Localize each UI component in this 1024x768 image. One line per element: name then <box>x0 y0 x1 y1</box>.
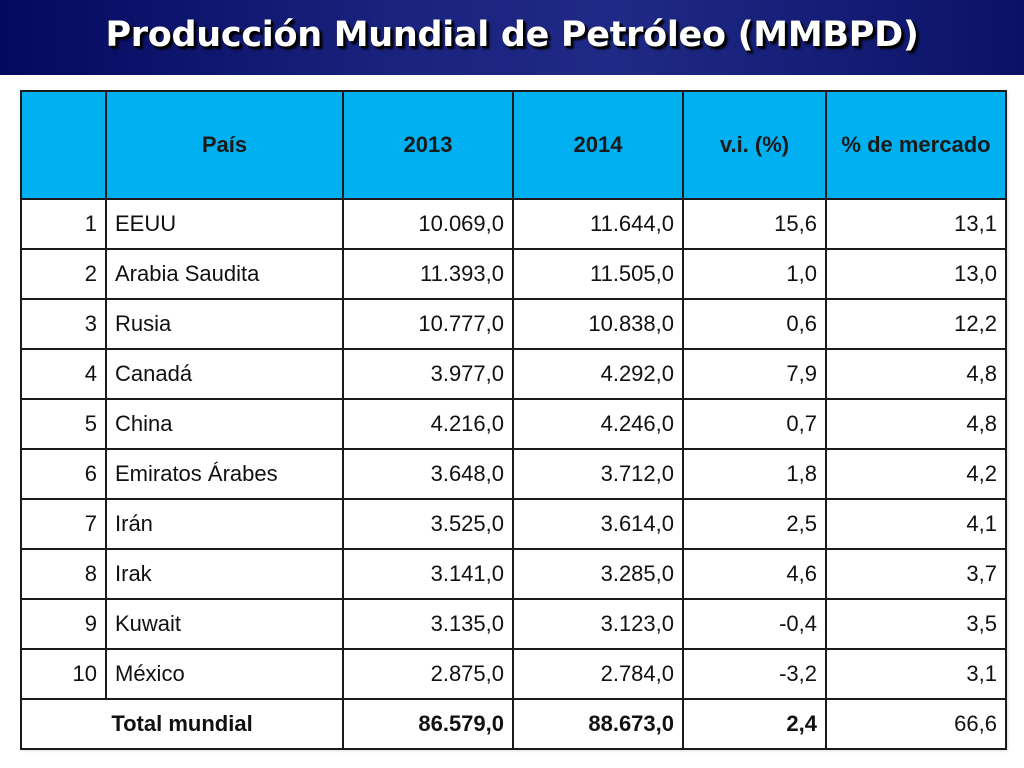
table-row: 8 Irak 3.141,0 3.285,0 4,6 3,7 <box>20 548 1007 600</box>
value-2013-cell: 10.069,0 <box>342 198 514 250</box>
share-cell: 13,1 <box>825 198 1007 250</box>
value-2014-cell: 11.505,0 <box>512 248 684 300</box>
vi-cell: 0,7 <box>682 398 827 450</box>
table-row: 7 Irán 3.525,0 3.614,0 2,5 4,1 <box>20 498 1007 550</box>
vi-cell: 0,6 <box>682 298 827 350</box>
rank-cell: 1 <box>20 198 107 250</box>
rank-cell: 10 <box>20 648 107 700</box>
header-vi: v.i. (%) <box>682 90 827 200</box>
rank-cell: 2 <box>20 248 107 300</box>
rank-cell: 9 <box>20 598 107 650</box>
rank-cell: 4 <box>20 348 107 400</box>
vi-cell: 1,8 <box>682 448 827 500</box>
total-vi-cell: 2,4 <box>682 698 827 750</box>
table-row: 6 Emiratos Árabes 3.648,0 3.712,0 1,8 4,… <box>20 448 1007 500</box>
country-cell: México <box>105 648 344 700</box>
share-cell: 4,1 <box>825 498 1007 550</box>
vi-cell: 7,9 <box>682 348 827 400</box>
share-cell: 4,2 <box>825 448 1007 500</box>
country-cell: Arabia Saudita <box>105 248 344 300</box>
country-cell: Kuwait <box>105 598 344 650</box>
value-2013-cell: 4.216,0 <box>342 398 514 450</box>
value-2014-cell: 3.285,0 <box>512 548 684 600</box>
value-2014-cell: 3.614,0 <box>512 498 684 550</box>
header-rank <box>20 90 107 200</box>
value-2013-cell: 3.135,0 <box>342 598 514 650</box>
country-cell: Irán <box>105 498 344 550</box>
value-2013-cell: 2.875,0 <box>342 648 514 700</box>
total-2014-cell: 88.673,0 <box>512 698 684 750</box>
value-2014-cell: 3.712,0 <box>512 448 684 500</box>
country-cell: Rusia <box>105 298 344 350</box>
total-label-cell: Total mundial <box>20 698 344 750</box>
rank-cell: 3 <box>20 298 107 350</box>
country-cell: Emiratos Árabes <box>105 448 344 500</box>
header-country: País <box>105 90 344 200</box>
value-2013-cell: 3.648,0 <box>342 448 514 500</box>
share-cell: 3,7 <box>825 548 1007 600</box>
share-cell: 12,2 <box>825 298 1007 350</box>
value-2013-cell: 3.525,0 <box>342 498 514 550</box>
table-row: 1 EEUU 10.069,0 11.644,0 15,6 13,1 <box>20 198 1007 250</box>
total-2013-cell: 86.579,0 <box>342 698 514 750</box>
rank-cell: 8 <box>20 548 107 600</box>
table-row: 4 Canadá 3.977,0 4.292,0 7,9 4,8 <box>20 348 1007 400</box>
share-cell: 13,0 <box>825 248 1007 300</box>
value-2014-cell: 10.838,0 <box>512 298 684 350</box>
table-row: 5 China 4.216,0 4.246,0 0,7 4,8 <box>20 398 1007 450</box>
share-cell: 3,1 <box>825 648 1007 700</box>
vi-cell: 2,5 <box>682 498 827 550</box>
value-2014-cell: 4.292,0 <box>512 348 684 400</box>
value-2014-cell: 3.123,0 <box>512 598 684 650</box>
value-2013-cell: 3.977,0 <box>342 348 514 400</box>
total-row: Total mundial 86.579,0 88.673,0 2,4 66,6 <box>20 698 1007 750</box>
country-cell: China <box>105 398 344 450</box>
header-share: % de mercado <box>825 90 1007 200</box>
table-row: 9 Kuwait 3.135,0 3.123,0 -0,4 3,5 <box>20 598 1007 650</box>
slide-title: Producción Mundial de Petróleo (MMBPD) <box>105 15 919 55</box>
value-2013-cell: 3.141,0 <box>342 548 514 600</box>
value-2014-cell: 2.784,0 <box>512 648 684 700</box>
header-2014: 2014 <box>512 90 684 200</box>
vi-cell: -3,2 <box>682 648 827 700</box>
vi-cell: -0,4 <box>682 598 827 650</box>
total-share-cell: 66,6 <box>825 698 1007 750</box>
table-header-row: País 2013 2014 v.i. (%) % de mercado <box>20 90 1007 200</box>
rank-cell: 7 <box>20 498 107 550</box>
country-cell: Canadá <box>105 348 344 400</box>
vi-cell: 4,6 <box>682 548 827 600</box>
production-table-frame: País 2013 2014 v.i. (%) % de mercado 1 E… <box>20 90 1007 750</box>
title-bar: Producción Mundial de Petróleo (MMBPD) <box>0 0 1024 75</box>
vi-cell: 1,0 <box>682 248 827 300</box>
vi-cell: 15,6 <box>682 198 827 250</box>
share-cell: 4,8 <box>825 348 1007 400</box>
value-2013-cell: 11.393,0 <box>342 248 514 300</box>
value-2013-cell: 10.777,0 <box>342 298 514 350</box>
table-row: 3 Rusia 10.777,0 10.838,0 0,6 12,2 <box>20 298 1007 350</box>
table-row: 10 México 2.875,0 2.784,0 -3,2 3,1 <box>20 648 1007 700</box>
country-cell: Irak <box>105 548 344 600</box>
value-2014-cell: 11.644,0 <box>512 198 684 250</box>
table-row: 2 Arabia Saudita 11.393,0 11.505,0 1,0 1… <box>20 248 1007 300</box>
country-cell: EEUU <box>105 198 344 250</box>
production-table: País 2013 2014 v.i. (%) % de mercado 1 E… <box>20 90 1007 750</box>
value-2014-cell: 4.246,0 <box>512 398 684 450</box>
rank-cell: 5 <box>20 398 107 450</box>
header-2013: 2013 <box>342 90 514 200</box>
share-cell: 3,5 <box>825 598 1007 650</box>
share-cell: 4,8 <box>825 398 1007 450</box>
rank-cell: 6 <box>20 448 107 500</box>
